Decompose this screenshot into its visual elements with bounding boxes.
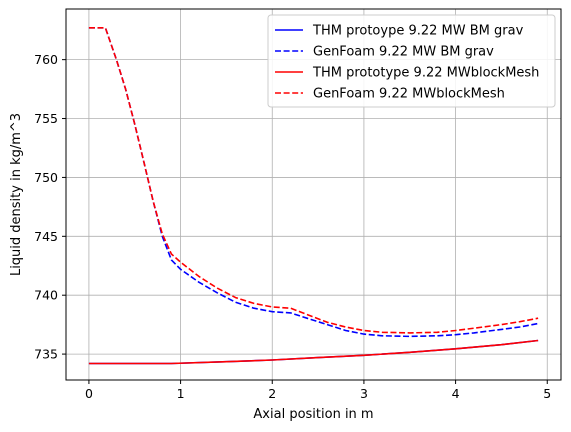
x-tick-label: 3	[360, 386, 368, 401]
x-axis-label: Axial position in m	[253, 407, 373, 422]
x-tick-label: 5	[543, 386, 551, 401]
y-tick-label: 745	[34, 229, 58, 244]
y-tick-label: 740	[34, 288, 58, 303]
x-tick-label: 2	[268, 386, 276, 401]
legend-label: THM protoype 9.22 MW BM grav	[312, 24, 524, 39]
x-axis: 0 1 2 3 4 5	[85, 380, 551, 401]
y-axis-label: Liquid density in kg/m^3	[9, 113, 24, 276]
series-layer	[88, 26, 539, 365]
x-tick-label: 4	[452, 386, 460, 401]
series-line-1	[88, 26, 539, 338]
x-tick-label: 0	[85, 386, 93, 401]
x-tick-label: 1	[177, 386, 185, 401]
legend-label: GenFoam 9.22 MWblockMesh	[313, 87, 505, 102]
legend: THM protoype 9.22 MW BM grav GenFoam 9.22…	[267, 14, 556, 108]
plot-frame	[65, 8, 562, 381]
legend-label: GenFoam 9.22 MW BM grav	[313, 45, 494, 60]
y-tick-label: 760	[34, 52, 58, 67]
legend-box	[267, 14, 556, 108]
series-line-2	[88, 339, 539, 365]
y-tick-label: 755	[34, 111, 58, 126]
y-tick-label: 750	[34, 170, 58, 185]
y-axis: 735 740 745 750 755 760	[34, 52, 66, 362]
legend-label: THM prototype 9.22 MWblockMesh	[312, 66, 539, 81]
series-line-3	[88, 26, 539, 334]
y-tick-label: 735	[34, 347, 58, 362]
